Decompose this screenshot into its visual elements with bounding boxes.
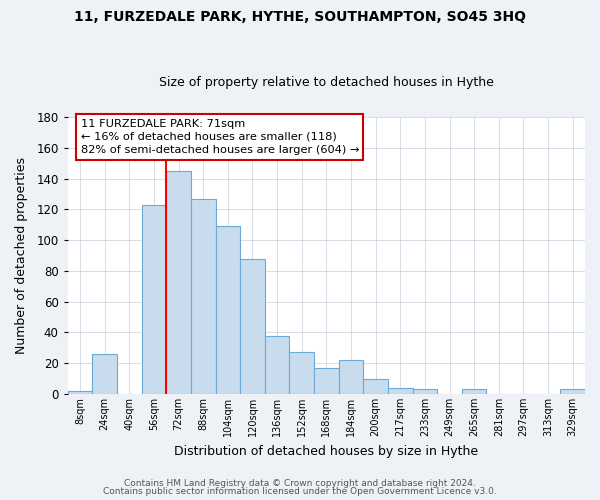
Bar xyxy=(314,368,338,394)
Bar xyxy=(92,354,117,394)
Bar xyxy=(166,171,191,394)
Text: 11 FURZEDALE PARK: 71sqm
← 16% of detached houses are smaller (118)
82% of semi-: 11 FURZEDALE PARK: 71sqm ← 16% of detach… xyxy=(80,118,359,155)
Bar xyxy=(560,390,585,394)
Title: Size of property relative to detached houses in Hythe: Size of property relative to detached ho… xyxy=(159,76,494,90)
Bar xyxy=(68,391,92,394)
Text: 11, FURZEDALE PARK, HYTHE, SOUTHAMPTON, SO45 3HQ: 11, FURZEDALE PARK, HYTHE, SOUTHAMPTON, … xyxy=(74,10,526,24)
Bar xyxy=(413,390,437,394)
X-axis label: Distribution of detached houses by size in Hythe: Distribution of detached houses by size … xyxy=(175,444,478,458)
Bar xyxy=(364,378,388,394)
Text: Contains public sector information licensed under the Open Government Licence v3: Contains public sector information licen… xyxy=(103,487,497,496)
Bar xyxy=(191,198,215,394)
Bar xyxy=(388,388,413,394)
Bar xyxy=(289,352,314,394)
Bar xyxy=(215,226,240,394)
Bar xyxy=(338,360,364,394)
Bar xyxy=(142,205,166,394)
Text: Contains HM Land Registry data © Crown copyright and database right 2024.: Contains HM Land Registry data © Crown c… xyxy=(124,478,476,488)
Y-axis label: Number of detached properties: Number of detached properties xyxy=(15,157,28,354)
Bar xyxy=(462,390,487,394)
Bar xyxy=(265,336,289,394)
Bar xyxy=(240,258,265,394)
